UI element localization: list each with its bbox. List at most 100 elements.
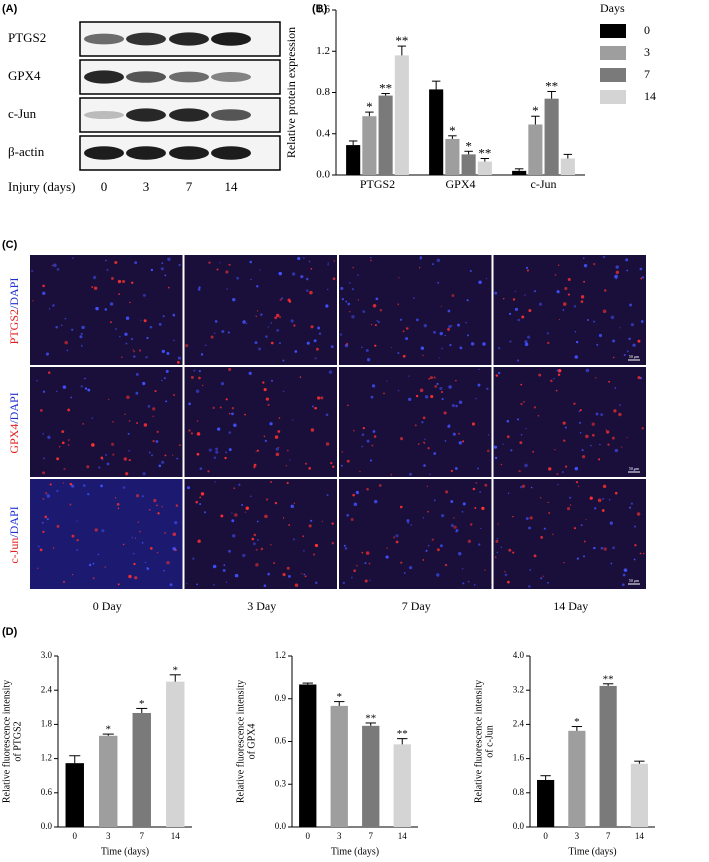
cell-dot bbox=[629, 303, 633, 307]
cell-dot bbox=[175, 504, 179, 507]
cell-dot bbox=[406, 519, 410, 523]
cell-dot bbox=[42, 530, 45, 533]
cell-dot bbox=[514, 290, 516, 293]
cell-dot bbox=[71, 574, 74, 576]
cell-dot bbox=[519, 441, 523, 445]
cell-dot bbox=[172, 393, 176, 397]
cell-dot bbox=[440, 305, 442, 307]
cell-dot bbox=[540, 535, 544, 539]
panel-label: (C) bbox=[2, 239, 18, 251]
cell-dot bbox=[455, 404, 458, 408]
micrograph bbox=[493, 479, 646, 589]
cell-dot bbox=[134, 576, 138, 580]
cell-dot bbox=[582, 257, 585, 259]
cell-dot bbox=[279, 342, 281, 345]
cell-dot bbox=[441, 347, 443, 350]
cell-dot bbox=[195, 389, 200, 393]
cell-dot bbox=[150, 454, 154, 457]
cell-dot bbox=[593, 546, 596, 550]
cell-dot bbox=[196, 452, 200, 456]
cell-dot bbox=[142, 381, 146, 386]
micrograph bbox=[30, 367, 183, 477]
bar bbox=[512, 170, 527, 175]
cell-dot bbox=[253, 466, 256, 469]
cell-dot bbox=[309, 290, 313, 295]
cell-dot bbox=[477, 383, 481, 387]
cell-dot bbox=[543, 527, 546, 530]
cell-dot bbox=[61, 430, 65, 434]
cell-dot bbox=[612, 339, 616, 343]
blot-band bbox=[126, 32, 166, 46]
cell-dot bbox=[462, 440, 465, 443]
cell-dot bbox=[581, 449, 584, 452]
cell-dot bbox=[226, 288, 228, 290]
protein-label: PTGS2 bbox=[8, 30, 46, 45]
cell-dot bbox=[550, 379, 553, 383]
cell-dot bbox=[352, 429, 355, 432]
cell-dot bbox=[547, 581, 549, 584]
cell-dot bbox=[117, 279, 122, 284]
cell-dot bbox=[345, 300, 348, 303]
x-tick-label: 3 bbox=[337, 831, 342, 841]
cell-dot bbox=[270, 341, 274, 345]
cell-dot bbox=[84, 387, 88, 390]
cell-dot bbox=[452, 432, 456, 436]
cell-dot bbox=[128, 459, 131, 462]
cell-dot bbox=[91, 417, 93, 419]
cell-dot bbox=[557, 483, 559, 486]
bar bbox=[65, 763, 84, 827]
row-label: c-Jun/DAPI bbox=[7, 506, 21, 563]
cell-dot bbox=[332, 277, 336, 281]
cell-dot bbox=[69, 482, 73, 486]
cell-dot bbox=[325, 442, 330, 446]
cell-dot bbox=[602, 484, 607, 489]
cell-dot bbox=[553, 378, 555, 380]
cell-dot bbox=[637, 339, 641, 343]
cell-dot bbox=[187, 486, 191, 490]
significance-label: ** bbox=[545, 78, 558, 93]
cell-dot bbox=[562, 421, 566, 425]
cell-dot bbox=[275, 313, 280, 318]
cell-dot bbox=[564, 286, 568, 291]
cell-dot bbox=[95, 306, 99, 311]
cell-dot bbox=[436, 548, 440, 552]
x-axis-label: Time (days) bbox=[101, 846, 149, 857]
cell-dot bbox=[281, 297, 284, 300]
cell-dot bbox=[53, 263, 57, 268]
cell-dot bbox=[128, 449, 130, 452]
cell-dot bbox=[525, 266, 529, 270]
cell-dot bbox=[555, 389, 558, 392]
bar bbox=[461, 154, 476, 175]
cell-dot bbox=[467, 539, 472, 543]
cell-dot bbox=[467, 580, 470, 583]
cell-dot bbox=[316, 396, 321, 400]
cell-dot bbox=[574, 331, 577, 333]
cell-dot bbox=[350, 517, 354, 522]
cell-dot bbox=[471, 422, 476, 426]
cell-dot bbox=[147, 404, 151, 408]
cell-dot bbox=[477, 467, 479, 470]
row-label-marker: GPX4 bbox=[7, 424, 21, 454]
cell-dot bbox=[623, 353, 626, 356]
cell-dot bbox=[252, 542, 256, 546]
cell-dot bbox=[594, 507, 597, 510]
cell-dot bbox=[217, 427, 221, 431]
cell-dot bbox=[481, 506, 485, 511]
cell-dot bbox=[328, 370, 333, 374]
cell-dot bbox=[231, 519, 235, 523]
micrograph bbox=[184, 255, 337, 365]
cell-dot bbox=[332, 465, 335, 468]
cell-dot bbox=[133, 562, 136, 566]
cell-dot bbox=[450, 469, 453, 472]
blot-band bbox=[126, 71, 166, 83]
cell-dot bbox=[313, 339, 317, 343]
cell-dot bbox=[361, 433, 365, 437]
cell-dot bbox=[583, 555, 586, 558]
cell-dot bbox=[607, 443, 610, 446]
x-tick-label: 7 bbox=[369, 831, 374, 841]
cell-dot bbox=[548, 512, 551, 515]
cell-dot bbox=[135, 391, 139, 395]
cell-dot bbox=[634, 543, 637, 547]
y-tick-label: 0.8 bbox=[513, 787, 525, 797]
cell-dot bbox=[146, 336, 149, 340]
